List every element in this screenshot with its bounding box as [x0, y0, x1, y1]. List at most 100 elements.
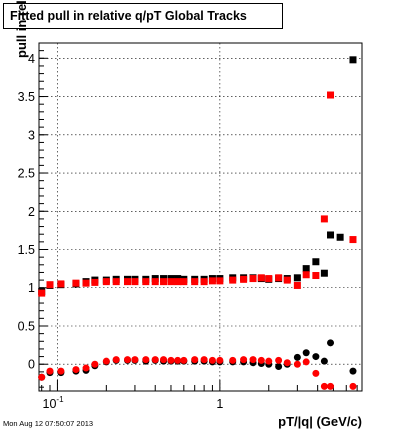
data-point-square [293, 281, 301, 289]
data-point-circle [249, 356, 257, 364]
data-point-circle [191, 356, 199, 364]
data-point-circle [349, 367, 357, 375]
data-point-circle [327, 382, 335, 390]
data-point-square [91, 278, 99, 286]
data-point-circle [142, 356, 150, 364]
data-point-square [180, 278, 188, 286]
data-point-square [46, 281, 54, 289]
data-point-circle [124, 356, 132, 364]
data-point-circle [327, 339, 335, 347]
timestamp: Mon Aug 12 07:50:07 2013 [3, 419, 94, 428]
data-point-square [102, 278, 110, 286]
data-point-circle [265, 357, 273, 365]
data-point-square [160, 278, 168, 286]
data-point-circle [112, 356, 120, 364]
y-tick-label: 0.5 [18, 319, 35, 333]
data-point-square [336, 233, 344, 241]
data-point-square [240, 275, 248, 283]
data-point-square [82, 279, 90, 287]
grid-lines [39, 43, 362, 391]
data-point-square [283, 276, 291, 284]
data-point-circle [302, 358, 310, 366]
data-point-square [275, 274, 283, 282]
data-point-square [167, 278, 175, 286]
plot-frame [38, 42, 363, 392]
data-point-square [349, 56, 357, 64]
data-point-circle [131, 356, 139, 364]
y-tick-label: 1.5 [18, 243, 35, 257]
data-point-circle [167, 356, 175, 364]
y-tick-label: 1 [28, 281, 35, 295]
axis-tick-labels: 0 0.5 1 1.5 2 2.5 3 3.5 4 10 -1 1 [18, 52, 224, 411]
data-point-square [302, 271, 310, 279]
data-point-circle [200, 356, 208, 364]
y-tick-label: 0 [28, 358, 35, 372]
y-tick-label: 2 [28, 205, 35, 219]
data-point-square [200, 278, 208, 286]
data-point-square [257, 274, 265, 282]
y-tick-label: 3.5 [18, 90, 35, 104]
data-point-circle [91, 360, 99, 368]
y-tick-label: 4 [28, 52, 35, 66]
data-point-square [229, 276, 237, 284]
data-point-square [327, 231, 335, 239]
data-point-square [191, 278, 199, 286]
data-point-square [208, 277, 216, 285]
data-point-square [112, 278, 120, 286]
data-point-square [57, 280, 65, 288]
y-axis-label-text: pull in relative q/pT [14, 0, 29, 58]
data-point-square [216, 277, 224, 285]
y-tick-label: 2.5 [18, 167, 35, 181]
data-point-square [249, 275, 257, 283]
data-point-circle [216, 356, 224, 364]
data-point-square [174, 278, 182, 286]
data-point-square [327, 91, 335, 99]
data-point-square [265, 275, 273, 283]
data-point-square [320, 215, 328, 223]
data-point-circle [208, 356, 216, 364]
data-point-circle [240, 356, 248, 364]
data-point-square [320, 269, 328, 277]
data-point-square [293, 274, 301, 282]
data-point-circle [102, 357, 110, 365]
data-point-circle [82, 364, 90, 372]
data-point-circle [312, 353, 320, 361]
data-point-circle [283, 359, 291, 367]
chart-title-text: Fitted pull in relative q/pT Global Trac… [10, 9, 247, 23]
data-point-circle [38, 373, 46, 381]
data-markers [38, 56, 357, 390]
data-point-square [349, 236, 357, 244]
data-point-square [151, 278, 159, 286]
data-point-circle [302, 349, 310, 357]
x-axis-label: pT/|q| (GeV/c) [278, 414, 362, 429]
axis-ticks [39, 50, 358, 391]
data-point-circle [293, 360, 301, 368]
data-point-circle [257, 356, 265, 364]
data-point-square [312, 258, 320, 266]
y-tick-label: 3 [28, 128, 35, 142]
data-point-square [38, 289, 46, 297]
data-point-square [72, 279, 80, 287]
data-point-circle [312, 369, 320, 377]
data-point-circle [275, 363, 283, 371]
x-tick-label-exponent: -1 [56, 395, 64, 404]
data-point-square [124, 278, 132, 286]
data-point-circle [275, 356, 283, 364]
data-point-square [302, 265, 310, 273]
data-point-circle [160, 356, 168, 364]
data-point-circle [174, 356, 182, 364]
data-point-square [131, 278, 139, 286]
data-point-circle [151, 356, 159, 364]
data-point-square [312, 272, 320, 280]
data-point-circle [46, 367, 54, 375]
data-point-circle [180, 356, 188, 364]
data-point-circle [229, 356, 237, 364]
data-point-circle [72, 366, 80, 374]
data-point-circle [320, 382, 328, 390]
data-point-circle [293, 353, 301, 361]
data-point-circle [320, 357, 328, 365]
data-point-circle [57, 367, 65, 375]
data-point-circle [349, 382, 357, 390]
data-point-square [142, 278, 150, 286]
